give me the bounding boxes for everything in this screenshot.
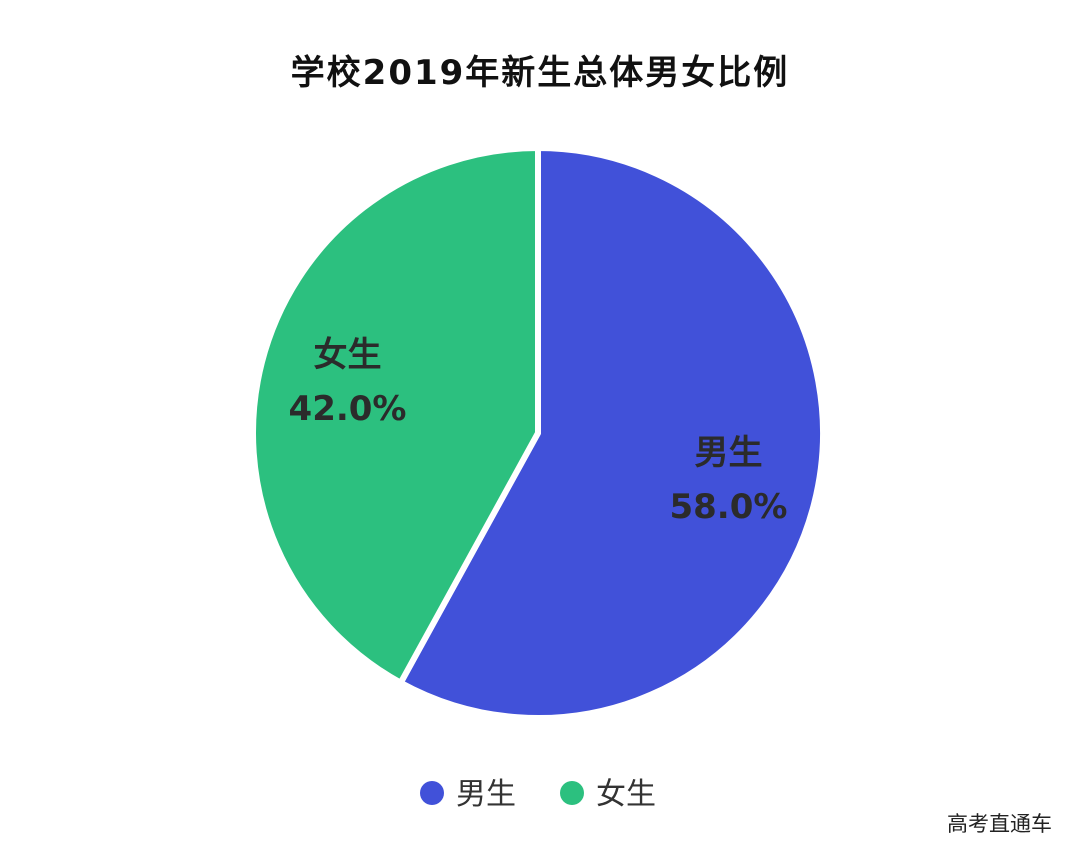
- legend-item-2[interactable]: 女生: [560, 777, 656, 812]
- slice-label-name-2: 女生: [314, 335, 382, 375]
- slice-labels: 男生 58.0% 女生 42.0%: [289, 335, 788, 527]
- chart-title: 学校2019年新生总体男女比例: [291, 53, 790, 93]
- slice-label-value-2: 42.0%: [289, 389, 407, 429]
- legend-label-2: 女生: [596, 777, 656, 812]
- legend-label-1: 男生: [456, 777, 516, 812]
- slice-label-value-1: 58.0%: [669, 487, 787, 527]
- legend[interactable]: 男生 女生: [420, 777, 656, 812]
- pie-slice-2[interactable]: [250, 145, 541, 686]
- pie-slices: [250, 145, 826, 721]
- legend-marker-1: [420, 781, 444, 805]
- legend-item-1[interactable]: 男生: [420, 777, 516, 812]
- watermark: 高考直通车: [947, 812, 1052, 836]
- legend-marker-2: [560, 781, 584, 805]
- slice-label-name-1: 男生: [694, 433, 762, 473]
- pie-slice-1[interactable]: [397, 145, 826, 721]
